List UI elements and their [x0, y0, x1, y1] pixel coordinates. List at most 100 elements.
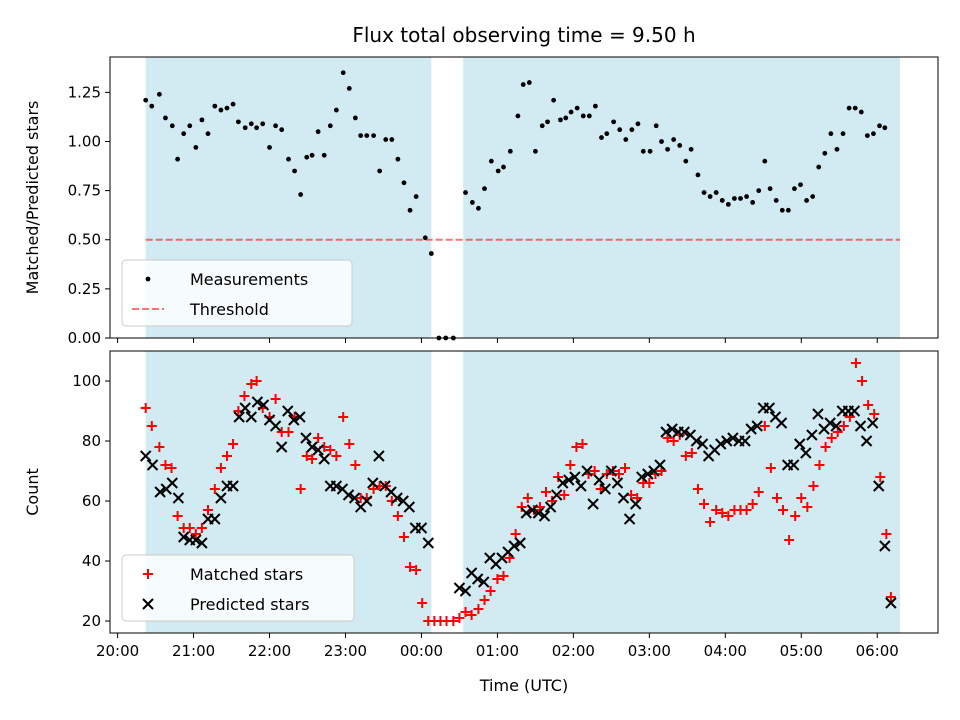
top-panel: 0.00 0.25 0.50 0.75 1.00 1.25 Matched/Predicte… [23, 56, 939, 347]
data-point-stroke [294, 411, 306, 423]
y-tick-label: 100 [72, 372, 101, 390]
y-tick-label: 80 [82, 432, 101, 450]
data-point-stroke [812, 408, 824, 420]
data-point [707, 194, 713, 199]
data-point [172, 511, 183, 521]
data-point [154, 442, 165, 452]
data-point [306, 441, 318, 453]
axes-frame [109, 56, 939, 339]
data-point [623, 137, 629, 142]
data-point [640, 148, 646, 154]
data-point-stroke [239, 402, 251, 414]
data-point [601, 469, 612, 479]
data-point [654, 459, 666, 471]
data-point [459, 585, 472, 597]
data-point [448, 616, 459, 626]
data-point [205, 131, 211, 137]
data-point [721, 435, 733, 447]
data-point [629, 498, 642, 510]
data-point [587, 498, 599, 510]
data-point [368, 484, 379, 494]
data-point-stroke [403, 501, 416, 513]
data-point [771, 493, 782, 503]
y-axis-label: Count [23, 468, 42, 516]
data-point [532, 148, 538, 154]
data-point-stroke [269, 420, 282, 432]
data-point-stroke [544, 501, 557, 513]
data-point [190, 529, 201, 539]
data-point [508, 540, 520, 552]
series-predicted-stars [139, 396, 897, 609]
data-point [270, 394, 281, 404]
data-point [864, 133, 870, 139]
data-point [532, 507, 545, 519]
data-point [515, 113, 521, 119]
data-point [389, 137, 395, 142]
data-point-stroke [848, 405, 861, 417]
data-point [869, 409, 880, 419]
data-point [732, 196, 737, 201]
data-point [723, 511, 734, 521]
data-point [668, 436, 679, 446]
data-point-stroke [879, 540, 891, 552]
chart-title: Flux total observing time = 9.50 h [352, 23, 695, 47]
data-point [580, 113, 586, 119]
data-point [196, 537, 208, 549]
data-point [471, 573, 484, 585]
data-point [644, 478, 655, 488]
data-point [695, 172, 701, 178]
data-point [143, 97, 149, 103]
data-point [453, 582, 466, 594]
data-point [327, 123, 333, 129]
data-point [301, 451, 312, 461]
y-tick-label: 1.25 [68, 83, 101, 101]
data-point-stroke [146, 459, 159, 471]
data-point [830, 420, 842, 432]
data-point [248, 121, 254, 127]
data-point-stroke [348, 492, 361, 504]
data-point-stroke [629, 498, 642, 510]
data-point [551, 97, 557, 103]
data-point [607, 466, 618, 476]
x-tick-label: 04:00 [704, 642, 747, 660]
data-point [753, 487, 764, 497]
data-point [671, 137, 677, 142]
data-point [538, 510, 551, 522]
data-point [209, 513, 221, 525]
data-point-stroke [459, 585, 472, 597]
data-point-stroke [508, 540, 520, 552]
data-point-stroke [422, 537, 434, 549]
data-point [422, 235, 428, 241]
data-point-stroke [306, 441, 318, 453]
data-point-stroke [721, 435, 733, 447]
data-point [882, 125, 888, 131]
x-tick-label: 02:00 [552, 642, 595, 660]
data-point [321, 152, 327, 158]
data-point [806, 429, 818, 441]
data-point-stroke [660, 426, 672, 438]
data-point [581, 465, 593, 477]
data-point [877, 123, 882, 129]
legend-box [121, 259, 353, 327]
data-point [705, 517, 716, 527]
series-measurements [143, 70, 888, 341]
data-point-stroke [854, 420, 867, 432]
y-tick-label: 0.50 [68, 231, 101, 249]
data-point [881, 529, 892, 539]
data-point [235, 119, 241, 125]
data-point [544, 501, 557, 513]
data-point-stroke [312, 444, 324, 456]
data-point [701, 190, 707, 195]
data-point [166, 463, 177, 473]
data-point [725, 201, 731, 207]
data-point [642, 468, 654, 480]
data-point [659, 139, 664, 144]
y-tick-label: 40 [82, 552, 101, 570]
data-point [163, 115, 168, 121]
data-point [304, 154, 310, 160]
legend-label: Threshold [189, 300, 269, 319]
data-point-stroke [866, 417, 879, 429]
data-point-stroke [336, 483, 349, 495]
data-point-stroke [478, 576, 490, 588]
